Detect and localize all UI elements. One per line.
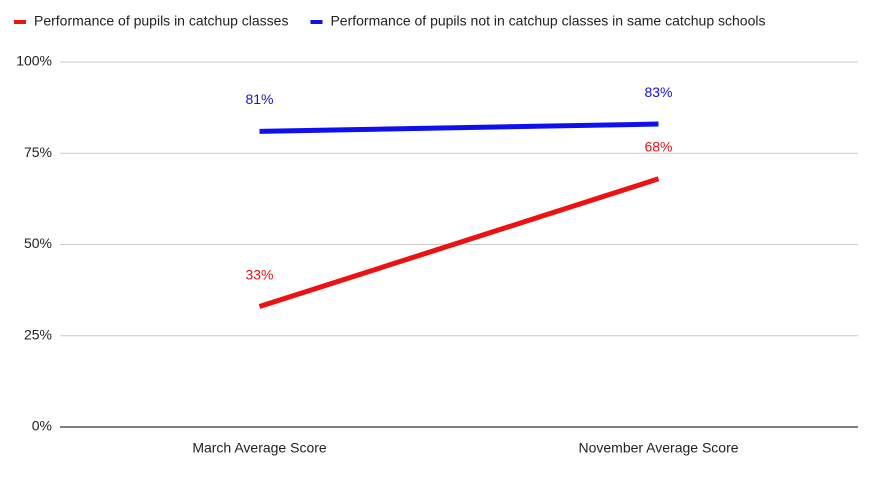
legend-label: Performance of pupils not in catchup cla… [330,13,765,29]
legend-swatch [14,20,26,24]
series-line [258,176,660,309]
y-tick-label: 75% [24,144,52,160]
y-tick-label: 0% [32,418,52,434]
y-tick-label: 100% [16,53,52,69]
legend-label: Performance of pupils in catchup classes [34,13,288,29]
x-tick-label: March Average Score [192,440,327,456]
y-tick-label: 25% [24,326,52,342]
data-label: 68% [644,139,672,155]
series-line [259,121,659,134]
data-label: 83% [644,84,672,100]
legend-swatch [310,20,323,24]
data-label: 33% [245,266,273,282]
y-tick-label: 50% [24,235,52,251]
data-label: 81% [245,91,273,107]
x-tick-label: November Average Score [578,440,738,456]
